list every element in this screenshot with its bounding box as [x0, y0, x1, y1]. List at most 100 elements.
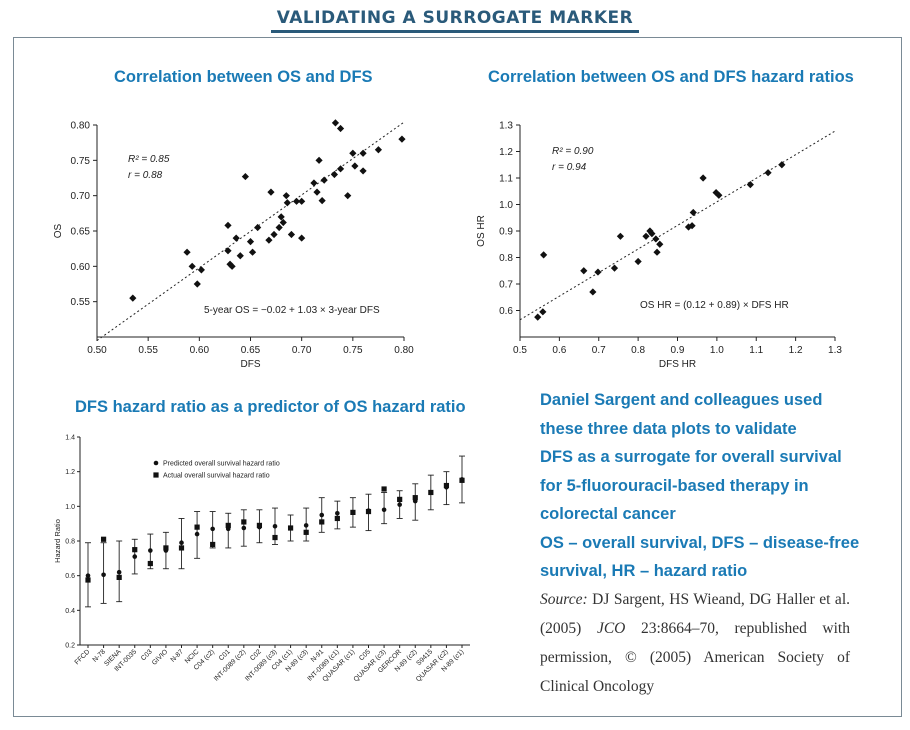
source-journal: JCO: [596, 620, 626, 637]
data-point: [359, 149, 367, 157]
legend-label-predicted: Predicted overall survival hazard ratio: [163, 461, 280, 468]
data-point: [265, 236, 273, 244]
data-point: [715, 191, 723, 199]
x-axis-label: DFS HR: [659, 359, 696, 370]
x-tick-label: 1.2: [789, 345, 803, 356]
data-point: [634, 257, 642, 266]
predicted-point: [241, 525, 247, 531]
data-point: [236, 252, 244, 260]
actual-point: [287, 525, 294, 531]
actual-point: [241, 519, 247, 525]
data-point: [248, 248, 257, 256]
predicted-point: [303, 523, 309, 528]
x-tick-label: 1.1: [749, 345, 763, 356]
x-tick-label: 0.75: [343, 345, 363, 356]
predicted-point: [85, 573, 91, 578]
data-point: [336, 124, 345, 133]
y-tick-label: 0.7: [499, 280, 513, 291]
data-point: [129, 294, 137, 302]
data-point: [226, 260, 234, 268]
y-tick-label: 0.65: [71, 227, 91, 238]
data-point: [778, 161, 786, 169]
data-point: [241, 172, 249, 181]
y-tick-label: 1.4: [65, 435, 75, 442]
data-point: [320, 176, 328, 184]
equation-label: OS HR = (0.12 + 0.89) × DFS HR: [640, 300, 789, 311]
data-point: [310, 179, 318, 187]
data-point: [287, 230, 296, 239]
predicted-point: [148, 548, 153, 553]
y-tick-label: 1.0: [499, 200, 513, 211]
y-tick-label: 0.75: [71, 156, 91, 167]
actual-point: [428, 489, 434, 496]
note-line: for 5-fluorouracil-based therapy in: [540, 476, 809, 495]
source-label: Source:: [540, 591, 588, 608]
data-point: [313, 188, 321, 196]
actual-point: [194, 524, 200, 530]
legend-marker-predicted: [153, 460, 159, 466]
data-point: [351, 162, 359, 170]
actual-point: [334, 515, 340, 522]
actual-point: [272, 534, 278, 541]
data-point: [331, 119, 340, 127]
stat-label: R² = 0.85: [128, 154, 170, 165]
data-point: [224, 247, 232, 255]
chart-title-predictor: DFS hazard ratio as a predictor of OS ha…: [75, 398, 466, 416]
legend-marker-actual: [153, 472, 159, 478]
chart-os-vs-dfs: 0.50 0.55 0.60 0.65 0.70 0.75 0.80 0.55 0.60 0.65…: [53, 119, 414, 370]
predicted-point: [397, 502, 402, 507]
actual-point: [319, 519, 325, 525]
note-line: colorectal cancer: [540, 505, 676, 523]
actual-point: [100, 536, 107, 542]
predicted-point: [335, 510, 340, 516]
actual-point: [381, 486, 387, 492]
x-tick-label: GIVIO: [151, 648, 169, 666]
stat-label: R² = 0.90: [552, 146, 594, 157]
actual-point: [178, 545, 185, 551]
x-tick-label: 0.70: [292, 345, 312, 356]
predicted-point: [210, 526, 215, 532]
data-point: [282, 192, 290, 200]
y-tick-label: 0.2: [65, 643, 75, 650]
data-point: [616, 232, 625, 240]
predicted-point: [194, 531, 200, 537]
actual-point: [132, 547, 138, 553]
actual-point: [225, 522, 231, 528]
y-tick-label: 0.6: [499, 306, 513, 317]
y-tick-label: 1.2: [499, 147, 513, 158]
note-line: OS – overall survival, DFS – disease-fre…: [540, 533, 860, 552]
description-note: Daniel Sargent and colleagues used these…: [540, 386, 860, 586]
actual-point: [210, 541, 216, 548]
data-point: [539, 308, 547, 316]
actual-point: [365, 508, 372, 515]
data-point: [270, 230, 278, 239]
actual-point: [116, 574, 122, 580]
data-point: [336, 165, 345, 173]
data-point: [764, 169, 772, 177]
stat-label: r = 0.88: [128, 170, 163, 181]
data-point: [298, 197, 306, 205]
data-point: [232, 234, 240, 242]
data-point: [188, 262, 196, 270]
data-point: [349, 149, 357, 157]
data-point: [746, 181, 754, 189]
chart-title-hazard-ratios: Correlation between OS and DFS hazard ra…: [488, 68, 854, 86]
data-point: [318, 197, 326, 205]
data-point: [283, 199, 291, 207]
data-point: [656, 240, 664, 248]
y-axis-label: OS HR: [476, 215, 487, 247]
y-tick-label: 1.1: [499, 174, 513, 185]
note-line: survival, HR – hazard ratio: [540, 562, 748, 580]
legend-label-actual: Actual overall survival hazard ratio: [163, 473, 270, 480]
data-point: [359, 167, 367, 175]
x-tick-label: 0.60: [190, 345, 210, 356]
chart-title-os-dfs: Correlation between OS and DFS: [114, 68, 373, 86]
data-point: [183, 248, 191, 256]
data-point: [652, 235, 660, 243]
predicted-point: [132, 554, 138, 559]
x-tick-label: 0.80: [394, 345, 414, 356]
data-point: [267, 188, 275, 196]
equation-label: 5-year OS = −0.02 + 1.03 × 3-year DFS: [204, 305, 380, 316]
y-tick-label: 0.80: [71, 121, 91, 132]
